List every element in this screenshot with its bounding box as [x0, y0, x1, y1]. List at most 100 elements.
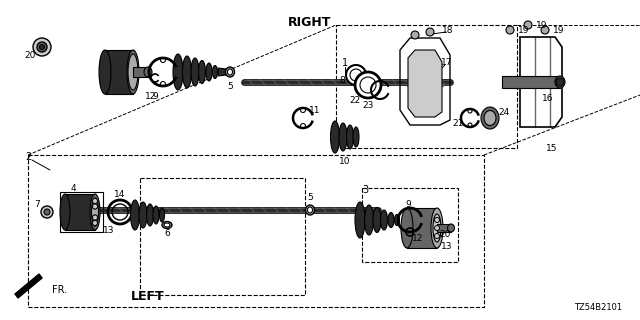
Text: 13: 13 — [103, 226, 115, 235]
Polygon shape — [218, 68, 226, 76]
Text: 12: 12 — [145, 92, 157, 100]
Polygon shape — [65, 194, 95, 230]
Text: 5: 5 — [307, 193, 313, 202]
Circle shape — [93, 204, 97, 209]
Ellipse shape — [153, 206, 159, 224]
Polygon shape — [15, 274, 42, 298]
Circle shape — [355, 72, 381, 98]
Circle shape — [41, 206, 53, 218]
Text: 11: 11 — [309, 106, 321, 115]
Circle shape — [435, 218, 440, 222]
Circle shape — [541, 26, 549, 34]
Text: 18: 18 — [442, 26, 454, 35]
Circle shape — [33, 38, 51, 56]
Polygon shape — [407, 208, 437, 248]
Text: 5: 5 — [227, 82, 233, 91]
Circle shape — [301, 108, 305, 113]
Circle shape — [427, 229, 437, 239]
Text: 15: 15 — [547, 143, 557, 153]
Text: 3: 3 — [362, 185, 368, 195]
Ellipse shape — [394, 214, 399, 226]
Circle shape — [411, 31, 419, 39]
Ellipse shape — [484, 110, 496, 125]
Text: 24: 24 — [499, 108, 509, 116]
Text: TZ54B2101: TZ54B2101 — [574, 303, 622, 313]
Circle shape — [93, 204, 97, 209]
Text: 20: 20 — [439, 229, 451, 238]
Text: 8: 8 — [339, 76, 345, 84]
Circle shape — [506, 26, 514, 34]
Circle shape — [346, 65, 366, 85]
Ellipse shape — [206, 63, 212, 81]
Text: 17: 17 — [441, 58, 452, 67]
Text: RIGHT: RIGHT — [288, 15, 332, 28]
Text: LEFT: LEFT — [131, 290, 165, 302]
Text: 21: 21 — [452, 118, 464, 127]
Text: FR.: FR. — [52, 285, 67, 295]
Circle shape — [301, 124, 305, 129]
Circle shape — [40, 44, 45, 50]
Polygon shape — [437, 224, 451, 232]
Text: 2: 2 — [25, 152, 31, 162]
Text: 10: 10 — [339, 156, 351, 165]
Circle shape — [350, 69, 362, 81]
Ellipse shape — [227, 69, 232, 75]
Ellipse shape — [339, 123, 347, 151]
Text: 9: 9 — [152, 92, 158, 100]
Ellipse shape — [355, 202, 365, 238]
Ellipse shape — [353, 127, 359, 147]
Ellipse shape — [139, 202, 147, 228]
Ellipse shape — [447, 224, 454, 232]
Ellipse shape — [431, 208, 443, 248]
Text: 14: 14 — [115, 189, 125, 198]
Ellipse shape — [330, 121, 339, 153]
Ellipse shape — [173, 54, 183, 90]
Circle shape — [93, 220, 97, 226]
Circle shape — [161, 58, 166, 62]
Polygon shape — [502, 76, 560, 88]
Ellipse shape — [365, 205, 374, 235]
Ellipse shape — [191, 58, 199, 86]
Polygon shape — [133, 67, 148, 77]
Ellipse shape — [433, 214, 441, 242]
Circle shape — [468, 123, 472, 127]
Ellipse shape — [346, 125, 353, 149]
Text: 19: 19 — [518, 26, 530, 35]
Ellipse shape — [90, 194, 100, 230]
Ellipse shape — [182, 56, 191, 88]
Ellipse shape — [481, 107, 499, 129]
Circle shape — [93, 215, 97, 220]
Ellipse shape — [388, 212, 394, 228]
Ellipse shape — [144, 67, 152, 77]
Circle shape — [468, 109, 472, 113]
Circle shape — [435, 234, 440, 238]
Polygon shape — [105, 50, 133, 94]
Text: 19: 19 — [536, 20, 548, 29]
Circle shape — [93, 215, 97, 220]
Text: 1: 1 — [342, 58, 348, 68]
Text: 13: 13 — [441, 242, 452, 251]
Text: 19: 19 — [553, 26, 564, 35]
Circle shape — [426, 28, 434, 36]
Ellipse shape — [92, 198, 99, 226]
Text: 12: 12 — [412, 234, 424, 243]
Ellipse shape — [225, 67, 234, 77]
Ellipse shape — [305, 205, 314, 215]
Circle shape — [524, 21, 532, 29]
Text: 9: 9 — [405, 199, 411, 209]
Ellipse shape — [127, 50, 139, 94]
Ellipse shape — [401, 208, 413, 248]
Circle shape — [161, 82, 166, 86]
Circle shape — [435, 226, 440, 230]
Ellipse shape — [212, 66, 218, 78]
Ellipse shape — [162, 221, 172, 228]
Text: 20: 20 — [24, 51, 36, 60]
Text: 7: 7 — [34, 199, 40, 209]
Ellipse shape — [373, 207, 381, 233]
Circle shape — [424, 226, 440, 242]
Ellipse shape — [307, 207, 312, 213]
Circle shape — [556, 78, 564, 86]
Ellipse shape — [128, 54, 138, 90]
Ellipse shape — [159, 208, 164, 222]
Ellipse shape — [147, 204, 154, 226]
